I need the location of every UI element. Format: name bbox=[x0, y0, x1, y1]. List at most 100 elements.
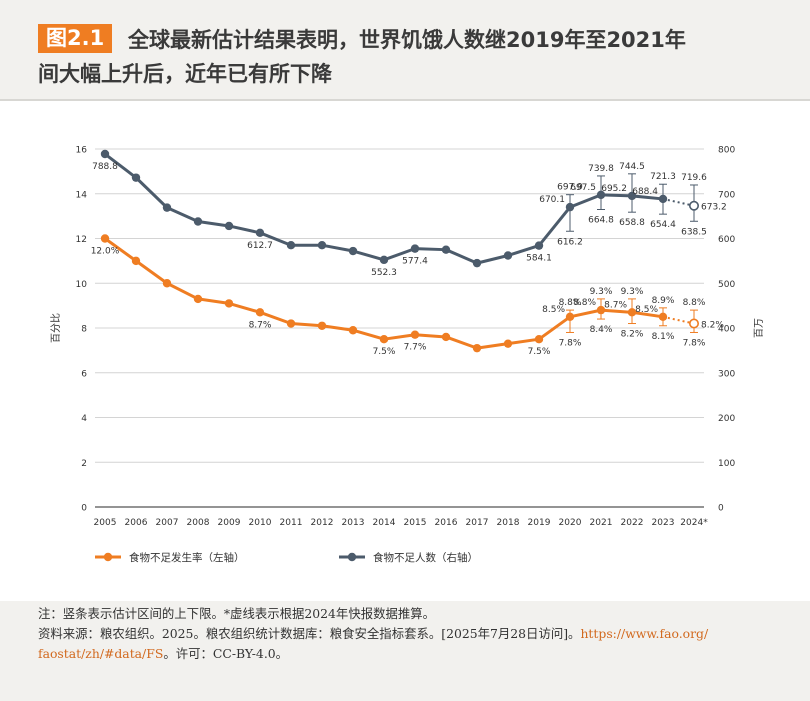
data-point bbox=[348, 246, 358, 256]
data-label: 577.4 bbox=[402, 257, 428, 267]
data-point bbox=[534, 334, 544, 344]
data-label: 788.8 bbox=[92, 162, 118, 172]
data-point bbox=[379, 255, 389, 265]
left-tick-label: 10 bbox=[76, 280, 88, 290]
data-label: 638.5 bbox=[681, 227, 707, 237]
right-tick-label: 200 bbox=[718, 414, 735, 424]
series-line-projection bbox=[662, 315, 695, 325]
data-label: 688.4 bbox=[632, 187, 658, 197]
line-chart: 0 2 4 6 8 10 12 14 16 0 100 200 300 400 500 600 700 800 20… bbox=[50, 146, 765, 565]
x-tick-label: 2020 bbox=[559, 518, 582, 528]
data-label: 739.8 bbox=[588, 164, 614, 174]
x-tick-label: 2015 bbox=[404, 518, 427, 528]
x-tick-label: 2008 bbox=[187, 518, 210, 528]
data-point bbox=[627, 191, 637, 201]
source-line-2: faostat/zh/#data/FS。许可：CC-BY-4.0。 bbox=[38, 644, 798, 664]
right-tick-label: 0 bbox=[718, 504, 724, 514]
gridlines bbox=[95, 148, 704, 508]
data-point bbox=[286, 319, 296, 328]
source-link-part-1[interactable]: https://www.fao.org/ bbox=[580, 626, 709, 641]
legend-marker bbox=[103, 552, 113, 562]
series-layer bbox=[100, 149, 699, 353]
data-label: 8.4% bbox=[590, 325, 613, 335]
data-label: 721.3 bbox=[650, 172, 676, 182]
x-tick-label: 2016 bbox=[435, 518, 458, 528]
figure-notes: 注：竖条表示估计区间的上下限。*虚线表示根据2024年快报数据推算。 资料来源：… bbox=[38, 604, 798, 664]
data-point bbox=[317, 321, 327, 330]
x-tick-label: 2005 bbox=[94, 518, 117, 528]
source-text: 资料来源：粮农组织。2025。粮农组织统计数据库：粮食安全指标套系。[2025年… bbox=[38, 626, 581, 641]
source-line-1: 资料来源：粮农组织。2025。粮农组织统计数据库：粮食安全指标套系。[2025年… bbox=[38, 624, 798, 644]
x-tick-label: 2013 bbox=[342, 518, 365, 528]
data-point bbox=[658, 194, 668, 204]
x-tick-label: 2021 bbox=[590, 518, 613, 528]
data-point bbox=[286, 241, 296, 250]
left-axis-title: 百分比 bbox=[50, 313, 62, 343]
x-tick-label: 2007 bbox=[156, 518, 179, 528]
data-point bbox=[100, 149, 110, 159]
data-label: 7.7% bbox=[404, 343, 427, 353]
right-axis-title: 百万 bbox=[753, 318, 765, 338]
x-tick-label: 2018 bbox=[497, 518, 520, 528]
chart-panel: 0 2 4 6 8 10 12 14 16 0 100 200 300 400 500 600 700 800 20… bbox=[0, 101, 810, 601]
note-line: 注：竖条表示估计区间的上下限。*虚线表示根据2024年快报数据推算。 bbox=[38, 604, 798, 624]
data-point bbox=[565, 312, 575, 322]
right-tick-label: 400 bbox=[718, 325, 735, 335]
data-label: 8.8% bbox=[559, 298, 582, 308]
data-label: 7.5% bbox=[528, 347, 551, 357]
source-link-part-2[interactable]: faostat/zh/#data/FS bbox=[38, 646, 164, 661]
data-label: 8.8% bbox=[683, 298, 706, 308]
data-point bbox=[224, 221, 234, 231]
legend-label: 食物不足人数（右轴） bbox=[373, 551, 478, 564]
data-label: 670.1 bbox=[539, 195, 565, 205]
left-tick-label: 16 bbox=[76, 146, 88, 156]
data-label: 584.1 bbox=[526, 254, 552, 264]
left-tick-label: 12 bbox=[76, 235, 87, 245]
x-tick-label: 2012 bbox=[311, 518, 334, 528]
data-label: 7.5% bbox=[373, 347, 396, 357]
x-tick-label: 2009 bbox=[218, 518, 241, 528]
right-tick-label: 300 bbox=[718, 369, 735, 379]
data-point bbox=[596, 190, 606, 200]
data-label: 8.8% bbox=[573, 298, 596, 308]
data-label: 12.0% bbox=[91, 247, 120, 257]
data-labels: 12.0%8.7%7.5% 7.7% 7.5%8.8%8.5%7.8%9.3%8.8… bbox=[91, 162, 727, 357]
data-label: 744.5 bbox=[619, 162, 645, 172]
data-point bbox=[131, 256, 141, 266]
data-point bbox=[441, 332, 451, 342]
data-label: 7.8% bbox=[559, 338, 582, 348]
data-point bbox=[658, 312, 668, 322]
data-label: 552.3 bbox=[371, 268, 397, 278]
legend: 食物不足发生率（左轴） 食物不足人数（右轴） bbox=[95, 551, 478, 564]
series-line-projection bbox=[662, 197, 695, 207]
data-point bbox=[193, 294, 203, 304]
right-tick-label: 700 bbox=[718, 190, 735, 200]
data-point bbox=[410, 330, 420, 339]
data-label: 616.2 bbox=[557, 237, 583, 247]
data-point bbox=[472, 258, 482, 268]
data-label: 697.5 bbox=[570, 183, 596, 193]
right-tick-label: 600 bbox=[718, 235, 735, 245]
data-point bbox=[379, 334, 389, 344]
data-label: 719.6 bbox=[681, 173, 707, 183]
figure-header: 图2.1 全球最新估计结果表明，世界饥饿人数继2019年至2021年 间大幅上升… bbox=[0, 0, 810, 101]
data-point bbox=[162, 279, 172, 288]
right-tick-label: 500 bbox=[718, 280, 735, 290]
data-point bbox=[224, 299, 234, 308]
data-label: 8.5% bbox=[635, 305, 658, 315]
data-point bbox=[565, 202, 575, 212]
left-tick-label: 2 bbox=[81, 459, 87, 469]
data-label: 8.7% bbox=[249, 320, 272, 330]
x-tick-label: 2006 bbox=[125, 518, 148, 528]
data-point bbox=[627, 308, 637, 317]
x-tick-label: 2023 bbox=[652, 518, 675, 528]
figure-number-badge: 图2.1 bbox=[38, 24, 113, 53]
x-tick-label: 2014 bbox=[373, 518, 396, 528]
x-tick-label: 2017 bbox=[466, 518, 489, 528]
data-label: 612.7 bbox=[247, 241, 273, 251]
data-label: 9.3% bbox=[621, 287, 644, 297]
figure-title-line-1: 全球最新估计结果表明，世界饥饿人数继2019年至2021年 bbox=[128, 28, 686, 52]
data-point bbox=[503, 339, 513, 348]
data-label: 8.5% bbox=[542, 305, 565, 315]
data-point bbox=[472, 343, 482, 353]
